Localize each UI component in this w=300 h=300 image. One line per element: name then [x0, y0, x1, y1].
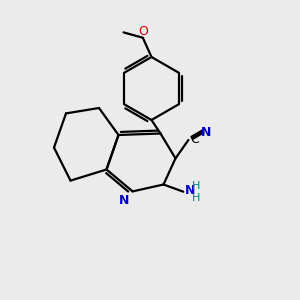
Text: H: H: [192, 181, 201, 191]
Text: N: N: [119, 194, 130, 207]
Text: N: N: [201, 126, 212, 139]
Text: O: O: [138, 25, 148, 38]
Text: H: H: [192, 193, 201, 203]
Text: N: N: [185, 184, 195, 197]
Text: C: C: [190, 133, 199, 146]
